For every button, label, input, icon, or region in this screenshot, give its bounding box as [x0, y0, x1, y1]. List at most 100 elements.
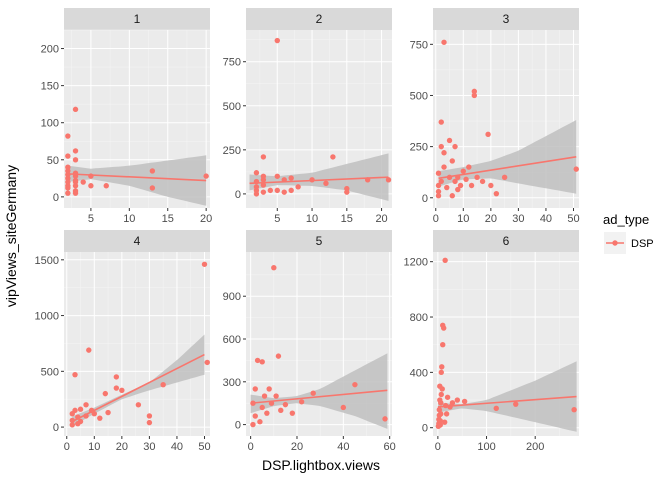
- legend-key-point: [612, 240, 618, 246]
- data-point: [573, 166, 579, 172]
- x-tick-label: 20: [116, 441, 128, 453]
- data-point: [501, 174, 508, 181]
- data-point: [72, 371, 78, 378]
- data-point: [260, 182, 267, 188]
- data-point: [513, 401, 519, 407]
- data-point: [83, 402, 89, 408]
- data-point: [267, 187, 274, 194]
- trend-line: [250, 389, 388, 404]
- panel-content: [435, 39, 579, 199]
- confidence-band: [72, 334, 205, 427]
- data-point: [86, 347, 92, 353]
- data-point: [271, 264, 277, 271]
- y-tick-label: 0: [235, 420, 241, 432]
- y-tick-label: 400: [410, 367, 428, 379]
- data-point: [203, 173, 209, 179]
- data-point: [65, 175, 71, 182]
- data-point: [69, 417, 75, 424]
- data-point: [97, 415, 103, 421]
- data-point: [449, 193, 455, 199]
- data-point: [449, 400, 456, 406]
- y-tick-label: 750: [410, 39, 428, 51]
- data-point: [466, 164, 472, 170]
- x-tick-label: 0: [435, 441, 441, 453]
- trend-line: [249, 176, 389, 185]
- y-tick-label: 800: [410, 312, 428, 324]
- data-point: [436, 407, 443, 413]
- data-point: [72, 106, 79, 113]
- y-tick-label: 500: [41, 366, 59, 378]
- data-point: [435, 170, 442, 176]
- data-point: [261, 393, 268, 399]
- y-tick-label: 900: [223, 291, 241, 303]
- data-point: [323, 180, 329, 187]
- x-tick-label: 5: [88, 213, 94, 225]
- y-tick-label: 500: [410, 90, 428, 102]
- data-point: [437, 422, 443, 428]
- data-point: [260, 189, 267, 195]
- x-tick-label: 0: [64, 441, 70, 453]
- data-point: [460, 168, 467, 174]
- data-point: [264, 410, 270, 416]
- data-point: [113, 374, 120, 380]
- legend: ad_type DSP: [603, 212, 654, 254]
- data-point: [438, 119, 444, 125]
- data-point: [493, 190, 500, 197]
- data-point: [479, 178, 486, 185]
- data-point: [252, 386, 258, 392]
- data-point: [440, 341, 446, 348]
- data-point: [91, 410, 98, 417]
- x-tick-label: 10: [457, 213, 469, 225]
- x-tick-label: 15: [341, 213, 353, 225]
- y-tick-label: 50: [47, 155, 59, 167]
- data-point: [474, 174, 480, 181]
- data-point: [253, 170, 260, 176]
- data-point: [435, 182, 442, 189]
- data-point: [340, 404, 347, 411]
- data-point: [146, 413, 153, 419]
- facet-strip: [433, 230, 579, 252]
- data-point: [266, 386, 272, 392]
- data-point: [273, 393, 279, 399]
- data-point: [69, 422, 75, 428]
- data-point: [281, 189, 287, 195]
- data-point: [260, 154, 267, 160]
- data-point: [330, 154, 336, 160]
- data-point: [438, 411, 444, 417]
- data-point: [437, 418, 443, 424]
- confidence-band: [250, 353, 388, 429]
- facet-strip-label: 5: [316, 234, 323, 248]
- data-point: [135, 402, 142, 408]
- data-point: [295, 184, 301, 190]
- y-tick-label: 150: [41, 81, 59, 93]
- y-tick-label: 250: [410, 142, 428, 154]
- data-point: [461, 398, 468, 405]
- data-point: [493, 405, 499, 412]
- data-point: [259, 359, 265, 365]
- x-tick-label: 50: [567, 213, 579, 225]
- y-tick-label: 0: [53, 192, 59, 204]
- data-point: [275, 353, 282, 359]
- data-point: [352, 381, 358, 388]
- y-tick-label: 1200: [404, 257, 428, 269]
- x-tick-label: 20: [375, 213, 387, 225]
- data-point: [455, 186, 461, 193]
- data-point: [457, 182, 464, 189]
- facet-strip: [246, 8, 392, 30]
- facet-strip-label: 6: [503, 234, 510, 248]
- data-point: [65, 190, 71, 196]
- panel-content: [249, 37, 392, 201]
- data-point: [468, 182, 475, 189]
- y-tick-label: 100: [41, 118, 59, 130]
- x-tick-label: 30: [512, 213, 524, 225]
- data-point: [103, 183, 109, 189]
- data-point: [260, 173, 267, 179]
- y-tick-label: 0: [53, 422, 59, 434]
- x-tick-label: 0: [248, 441, 254, 453]
- data-point: [435, 193, 442, 199]
- data-point: [250, 421, 256, 428]
- confidence-band: [249, 153, 389, 201]
